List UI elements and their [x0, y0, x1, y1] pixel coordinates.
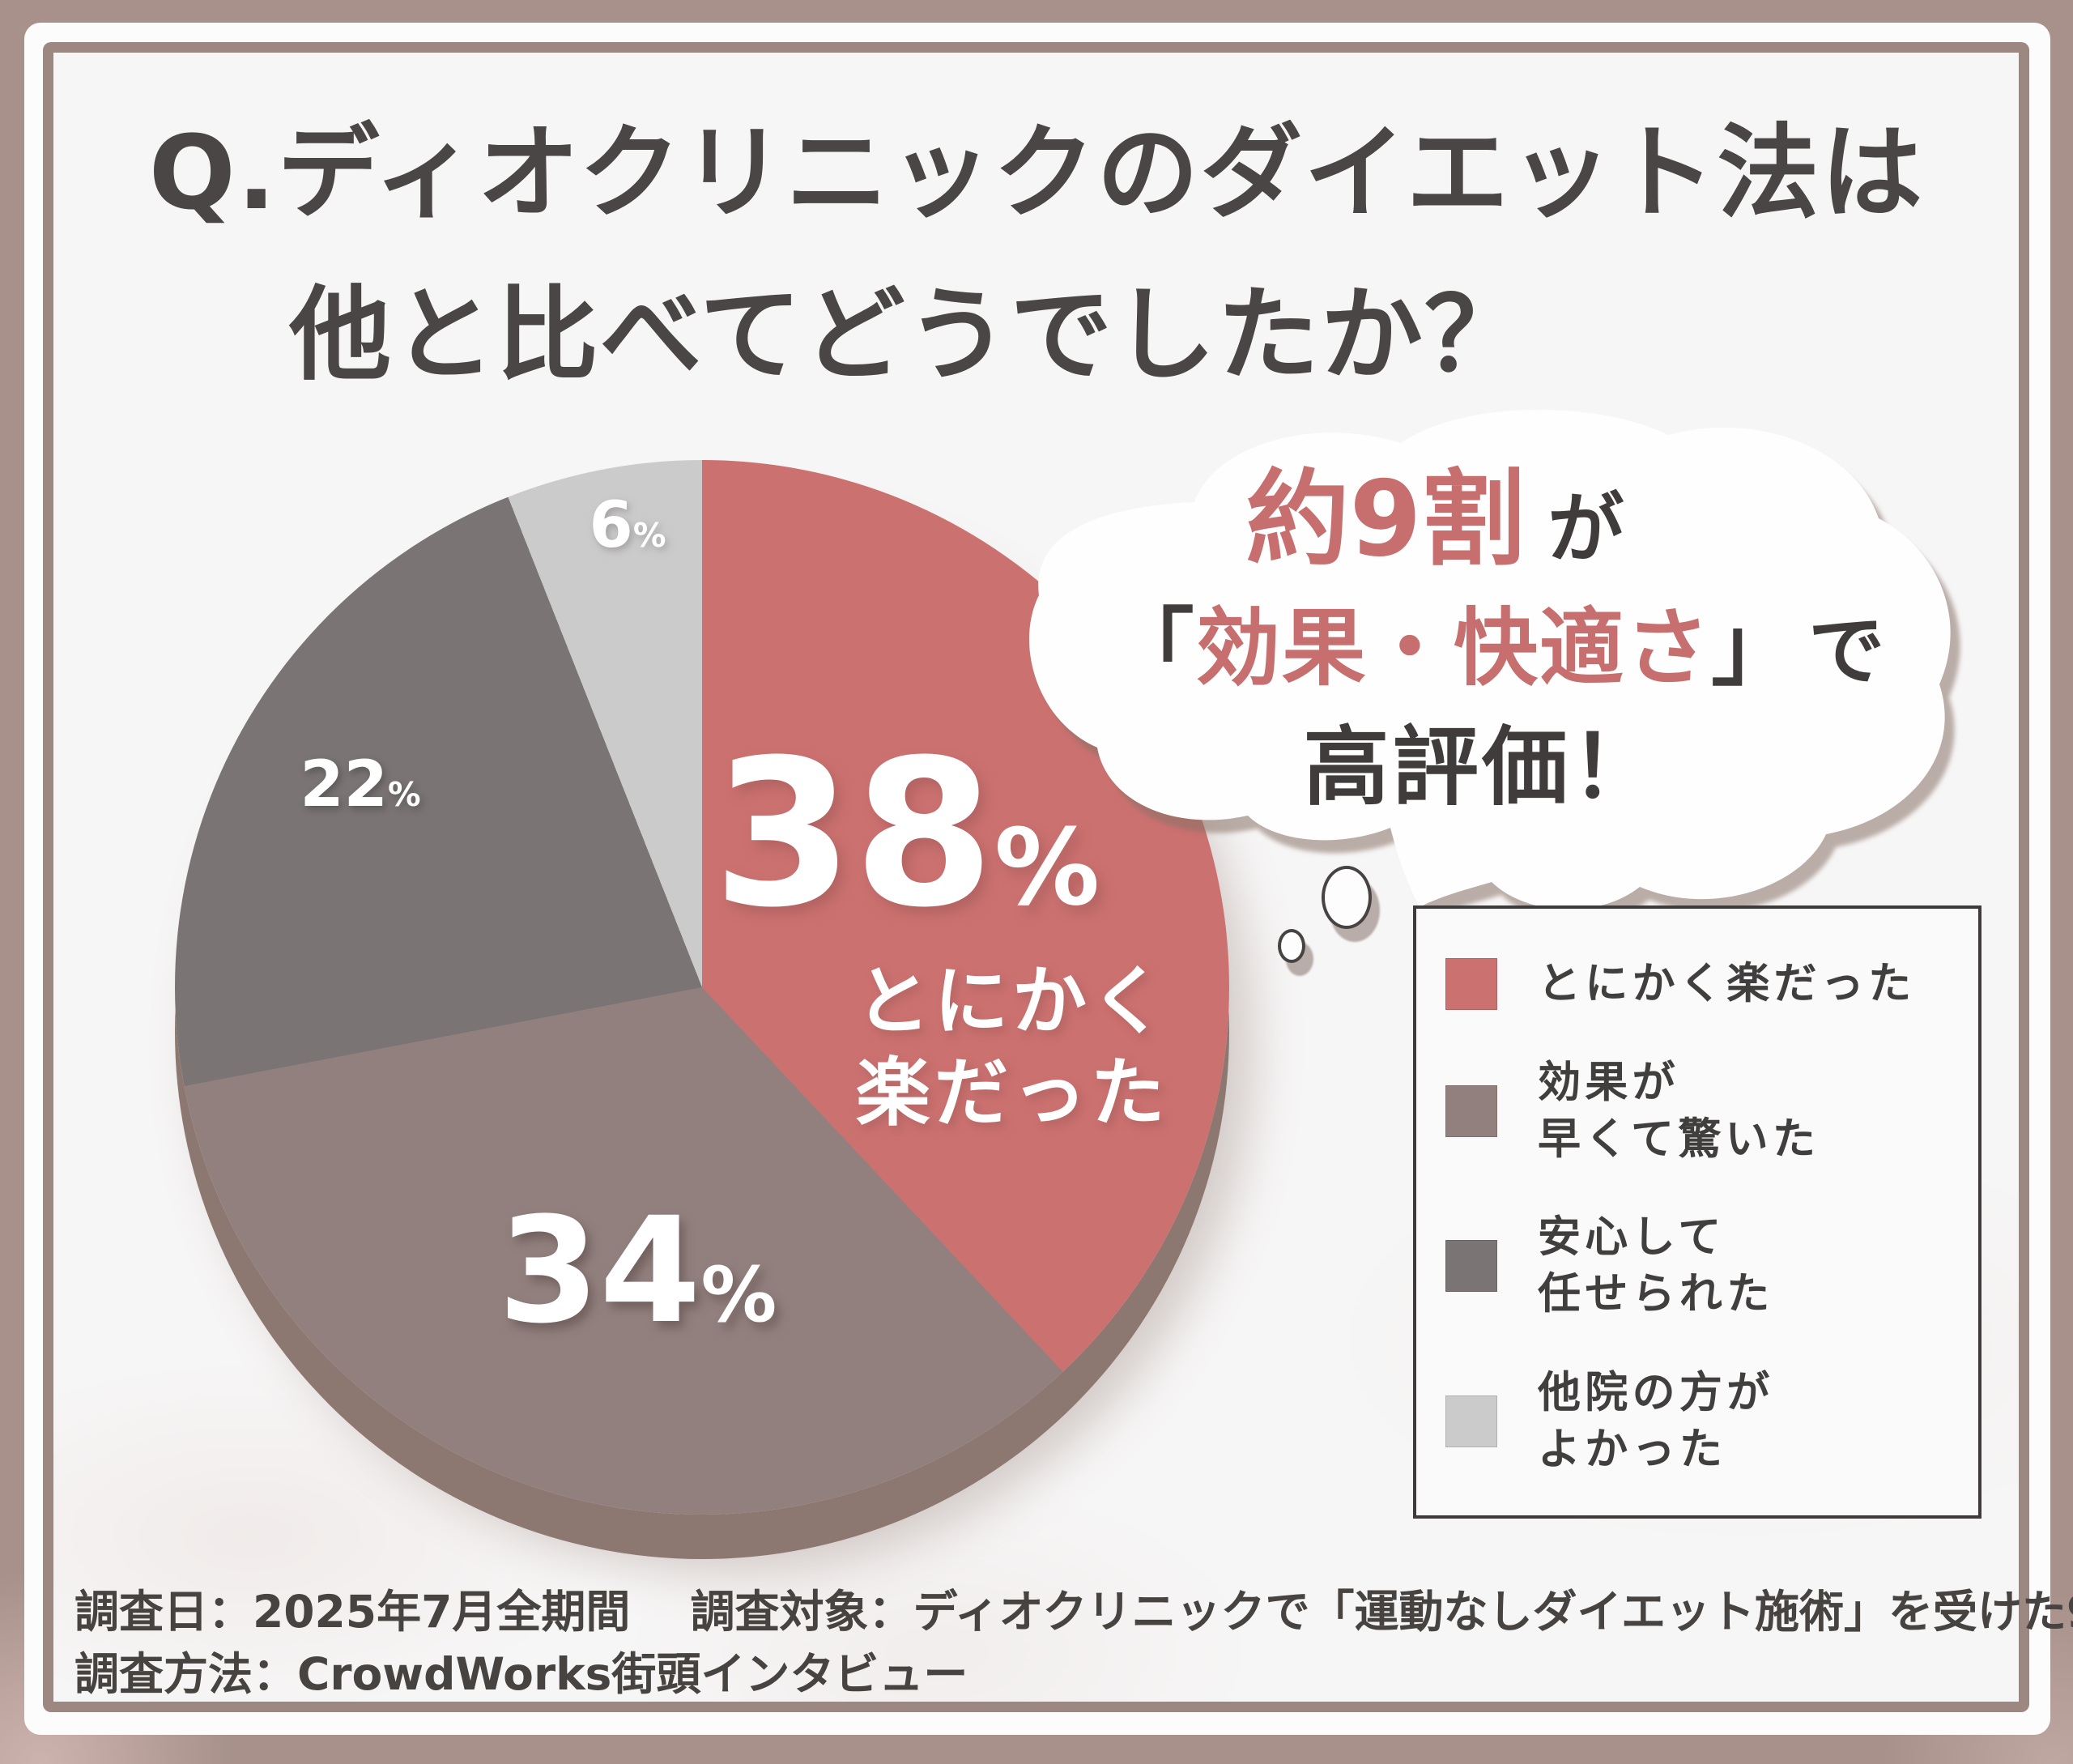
slice-34-value: 34 [498, 1187, 701, 1356]
legend-swatch-lightgray [1445, 1395, 1497, 1448]
survey-note-line1: 調査日：2025年7月全期間 調査対象：ディオクリニックで「運動なしダイエット施… [74, 1586, 2073, 1638]
slice-label-34: 34% [498, 1199, 777, 1344]
legend-label-line: よかった [1538, 1425, 1727, 1475]
slice-label-6: 6% [563, 494, 692, 557]
legend-label-line: 効果が [1538, 1057, 1679, 1107]
legend-label-line: とにかく楽だった [1538, 959, 1916, 1008]
legend-label: 効果が 早くて驚いた [1538, 1055, 1820, 1168]
legend-swatch-red [1445, 957, 1497, 1010]
bubble-line2-rest: で [1808, 607, 1887, 696]
legend-label-line: 安心して [1538, 1212, 1726, 1263]
legend-item-tain: 他院の方が よかった [1445, 1365, 1949, 1478]
legend-item-toniaku-raku: とにかく楽だった [1445, 956, 1949, 1012]
slice-22-percent-sign: % [387, 775, 421, 814]
survey-note-line2: 調査方法：CrowdWorks街頭インタビュー [74, 1648, 968, 1700]
slice-22-value: 22 [300, 748, 388, 821]
legend-label: 安心して 任せられた [1538, 1209, 1774, 1323]
bubble-text-line3: 高評価！ [1303, 718, 1661, 817]
legend-label: とにかく楽だった [1538, 956, 1915, 1012]
legend-box: とにかく楽だった 効果が 早くて驚いた 安心して 任せられた 他院の方が よかっ… [1413, 905, 1981, 1519]
slice-38-value: 38 [713, 716, 994, 952]
slice-6-value: 6 [589, 489, 633, 562]
slice-label-38: 38% [713, 733, 1100, 935]
legend-item-anshin: 安心して 任せられた [1445, 1209, 1949, 1323]
slice-38-category-line1: とにかく [855, 958, 1169, 1045]
bubble-text-line1: 約9割が [1030, 468, 1840, 572]
bubble-line2-highlight: 効果・快適さ [1195, 599, 1712, 697]
bubble-line1-highlight: 約9割 [1245, 459, 1526, 580]
legend-swatch-darkgray [1445, 1240, 1497, 1293]
legend-label-line: 早くて驚いた [1538, 1114, 1820, 1164]
bubble-line1-rest: が [1547, 485, 1624, 573]
thought-bubble-shape [1028, 409, 1951, 910]
legend-label-line: 他院の方が [1538, 1368, 1774, 1418]
legend-label: 他院の方が よかった [1538, 1365, 1774, 1478]
page-title-line2: 他と比べてどうでしたか？ [289, 275, 1528, 394]
slice-38-category-line2: 楽だった [855, 1050, 1169, 1137]
bubble-line2-open-bracket: 「 [1109, 599, 1196, 697]
legend-swatch-mauve [1445, 1084, 1497, 1137]
page-title-line1: Q.ディオクリニックのダイエット法は [148, 113, 1925, 232]
slice-label-38-category: とにかく 楽だった [826, 956, 1198, 1139]
bubble-line2-close-bracket: 」 [1711, 599, 1798, 697]
thought-bubble-tail-circle-large [1322, 866, 1372, 929]
thought-bubble [1028, 409, 1951, 910]
slice-34-percent-sign: % [700, 1251, 777, 1340]
slice-label-22: 22% [283, 753, 437, 816]
thought-bubble-tail-circle-small [1278, 929, 1305, 963]
slice-38-percent-sign: % [994, 806, 1100, 929]
legend-label-line: 任せられた [1538, 1269, 1774, 1319]
bubble-text-line2: 「効果・快適さ」で [1053, 606, 1943, 690]
legend-item-kouka-hayakute: 効果が 早くて驚いた [1445, 1055, 1949, 1168]
slice-6-percent-sign: % [632, 516, 666, 555]
